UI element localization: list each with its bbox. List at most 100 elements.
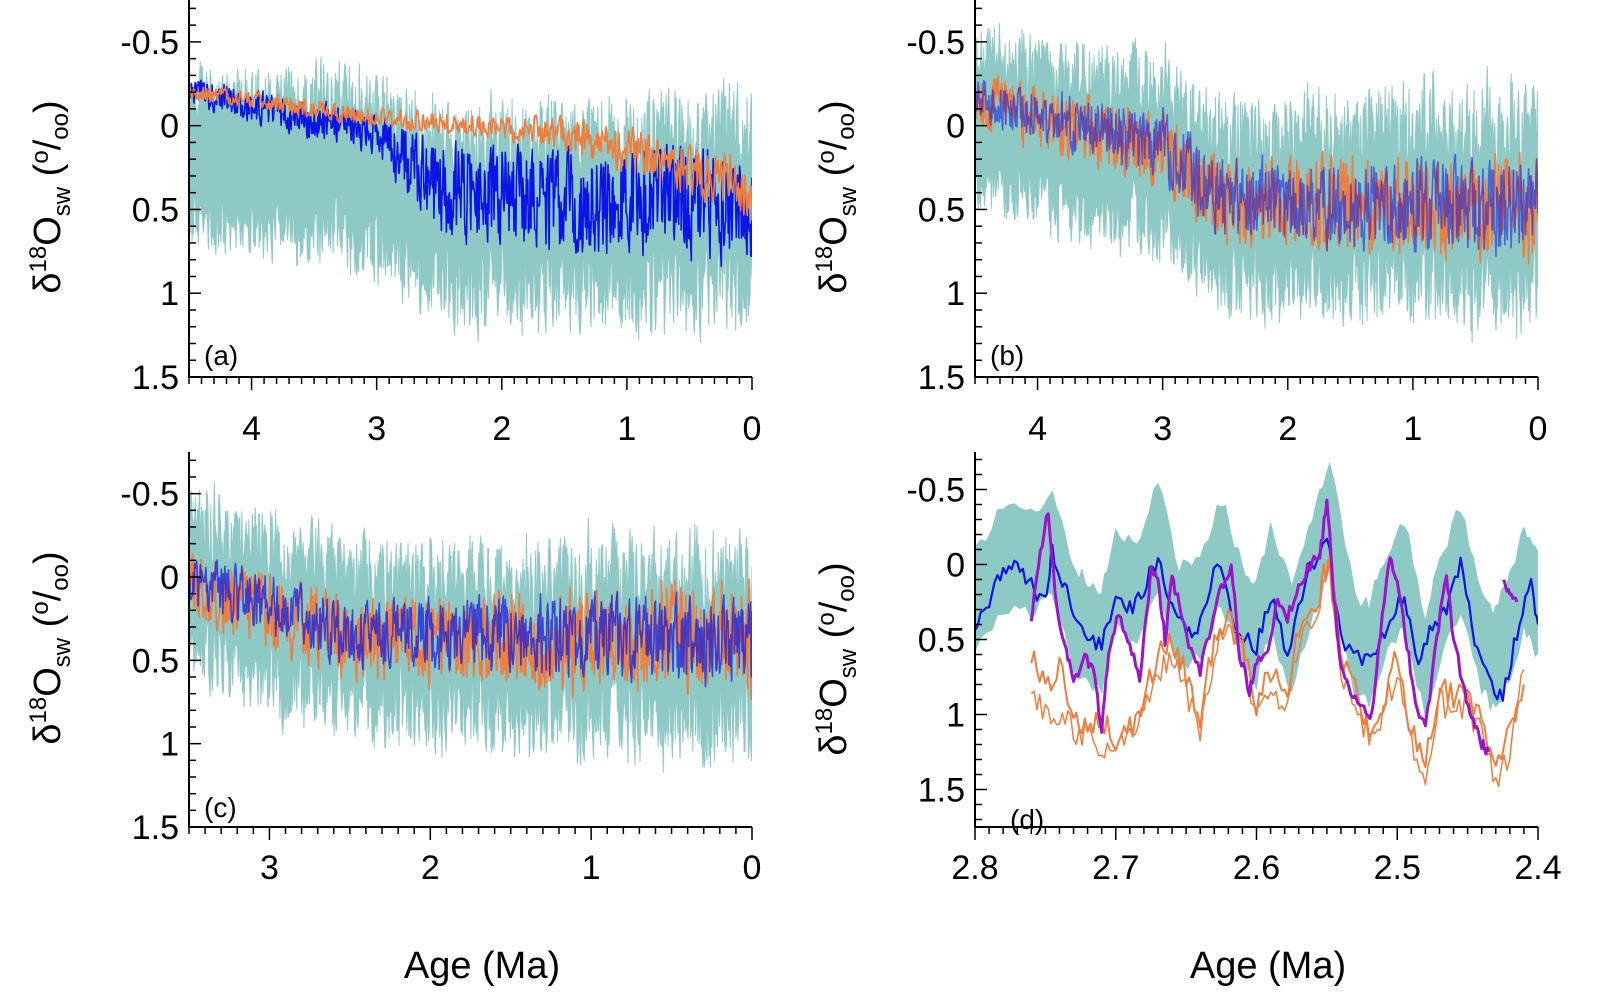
x-tick-label: 2.4 [1514, 849, 1561, 887]
panel-a: -0.5 0 0.5 1 1.5 4 3 2 1 0 (a) δ18Osw (o/oo) [25, 0, 761, 448]
y-tick-label: 0 [946, 547, 965, 585]
series-blue-reconstruction [189, 79, 752, 268]
ylabel-unit-slash: / [813, 601, 855, 612]
series-orange-record-2 [1030, 559, 1525, 788]
series-uncertainty-band [975, 461, 1538, 718]
panel-d-plot-area [975, 461, 1538, 788]
panel-a-label: (a) [204, 340, 238, 371]
ylabel-subscript: sw [49, 637, 76, 667]
y-tick-label: -0.5 [906, 24, 965, 62]
ylabel-paren-open: ( [27, 163, 69, 187]
y-tick-label: -0.5 [906, 472, 965, 510]
ylabel-unit-oo: oo [833, 575, 860, 602]
panel-b-ylabel: δ18Osw (o/oo) [811, 100, 862, 293]
y-tick-label: 1.5 [918, 772, 965, 810]
panel-c: -0.5 0 0.5 1 1.5 3 2 1 0 (c) δ18Osw (o/oo) Age (… [25, 452, 761, 987]
ylabel-paren-open: ( [27, 614, 69, 638]
x-tick-label: 1 [582, 849, 601, 887]
series-blue-record [975, 537, 1538, 702]
ylabel-subscript: sw [835, 186, 862, 216]
ylabel-subscript: sw [835, 648, 862, 678]
y-tick-label: 1 [160, 726, 179, 764]
x-tick-label: 4 [242, 410, 261, 448]
panel-b-plot-area [975, 22, 1538, 343]
ylabel-unit-oo: oo [833, 113, 860, 140]
ylabel-superscript: 18 [25, 246, 52, 273]
ylabel-paren-close: ) [27, 100, 69, 113]
x-tick-label: 1 [1403, 410, 1422, 448]
ylabel-unit-slash: / [27, 139, 69, 150]
ylabel-unit-oo: oo [47, 113, 74, 140]
ylabel-unit-slash: / [813, 139, 855, 150]
panel-b-axes: -0.5 0 0.5 1 1.5 4 3 2 1 0 [906, 0, 1547, 448]
y-tick-label: 0 [160, 559, 179, 597]
x-tick-label: 2.6 [1233, 849, 1280, 887]
x-tick-label: 0 [743, 849, 762, 887]
series-orange-record-1 [1030, 555, 1525, 769]
panel-c-xlabel: Age (Ma) [404, 945, 560, 987]
y-tick-label: 1.5 [132, 359, 179, 397]
x-tick-label: 3 [1153, 410, 1172, 448]
panel-c-plot-area [189, 482, 752, 773]
ylabel-o: O [27, 667, 69, 697]
y-tick-label: 1 [160, 275, 179, 313]
ylabel-unit-o: o [27, 150, 54, 163]
ylabel-superscript: 18 [811, 246, 838, 273]
ylabel-delta: δ [813, 734, 855, 755]
ylabel-paren-close: ) [813, 562, 855, 575]
ylabel-o: O [27, 216, 69, 246]
ylabel-delta: δ [27, 723, 69, 744]
ylabel-unit-o: o [27, 601, 54, 614]
panel-a-axes: -0.5 0 0.5 1 1.5 4 3 2 1 0 [120, 0, 761, 448]
ylabel-paren-open: ( [813, 163, 855, 187]
panel-d: -0.5 0 0.5 1 1.5 2.8 2.7 2.6 2.5 2.4 (d) δ18Osw (… [811, 452, 1562, 987]
panel-d-label: (d) [1010, 804, 1044, 835]
panel-b-label: (b) [990, 340, 1024, 371]
panel-d-axes: -0.5 0 0.5 1 1.5 2.8 2.7 2.6 2.5 2.4 [906, 452, 1562, 887]
x-tick-label: 0 [1529, 410, 1548, 448]
x-tick-label: 0 [743, 410, 762, 448]
ylabel-paren-close: ) [27, 551, 69, 564]
ylabel-subscript: sw [49, 186, 76, 216]
panel-c-label: (c) [204, 792, 237, 823]
y-tick-label: 0.5 [132, 642, 179, 680]
x-tick-label: 2.8 [951, 849, 998, 887]
series-purple-record [1029, 498, 1491, 756]
x-tick-label: 2.5 [1374, 849, 1421, 887]
panel-a-ylabel: δ18Osw (o/oo) [25, 100, 76, 293]
series-orange-reconstruction [189, 85, 752, 221]
y-tick-label: 0 [160, 108, 179, 146]
panel-c-ylabel: δ18Osw (o/oo) [25, 551, 76, 744]
x-tick-label: 4 [1028, 410, 1047, 448]
y-tick-label: -0.5 [120, 24, 179, 62]
y-tick-label: 0 [946, 108, 965, 146]
panel-d-ylabel: δ18Osw (o/oo) [811, 562, 862, 755]
y-tick-label: 1.5 [918, 359, 965, 397]
series-blue-reconstruction [189, 559, 752, 688]
y-tick-label: 0.5 [918, 191, 965, 229]
ylabel-delta: δ [27, 272, 69, 293]
panel-b: -0.5 0 0.5 1 1.5 4 3 2 1 0 (b) δ18Osw (o/oo) [811, 0, 1547, 448]
x-tick-label: 3 [367, 410, 386, 448]
ylabel-paren-close: ) [813, 100, 855, 113]
ylabel-o: O [813, 216, 855, 246]
ylabel-unit-o: o [813, 150, 840, 163]
ylabel-superscript: 18 [25, 697, 52, 724]
x-tick-label: 3 [260, 849, 279, 887]
x-tick-label: 2 [421, 849, 440, 887]
y-tick-label: 1.5 [132, 809, 179, 847]
series-blue-reconstruction [975, 79, 1538, 257]
y-tick-label: 1 [946, 697, 965, 735]
panel-c-axes: -0.5 0 0.5 1 1.5 3 2 1 0 [120, 452, 761, 887]
ylabel-unit-oo: oo [47, 564, 74, 591]
x-tick-label: 2.7 [1092, 849, 1139, 887]
y-tick-label: 0.5 [132, 191, 179, 229]
ylabel-paren-open: ( [813, 625, 855, 649]
ylabel-superscript: 18 [811, 708, 838, 735]
ylabel-unit-o: o [813, 612, 840, 625]
y-tick-label: 1 [946, 275, 965, 313]
y-tick-label: -0.5 [120, 476, 179, 514]
ylabel-unit-slash: / [27, 590, 69, 601]
x-tick-label: 1 [617, 410, 636, 448]
